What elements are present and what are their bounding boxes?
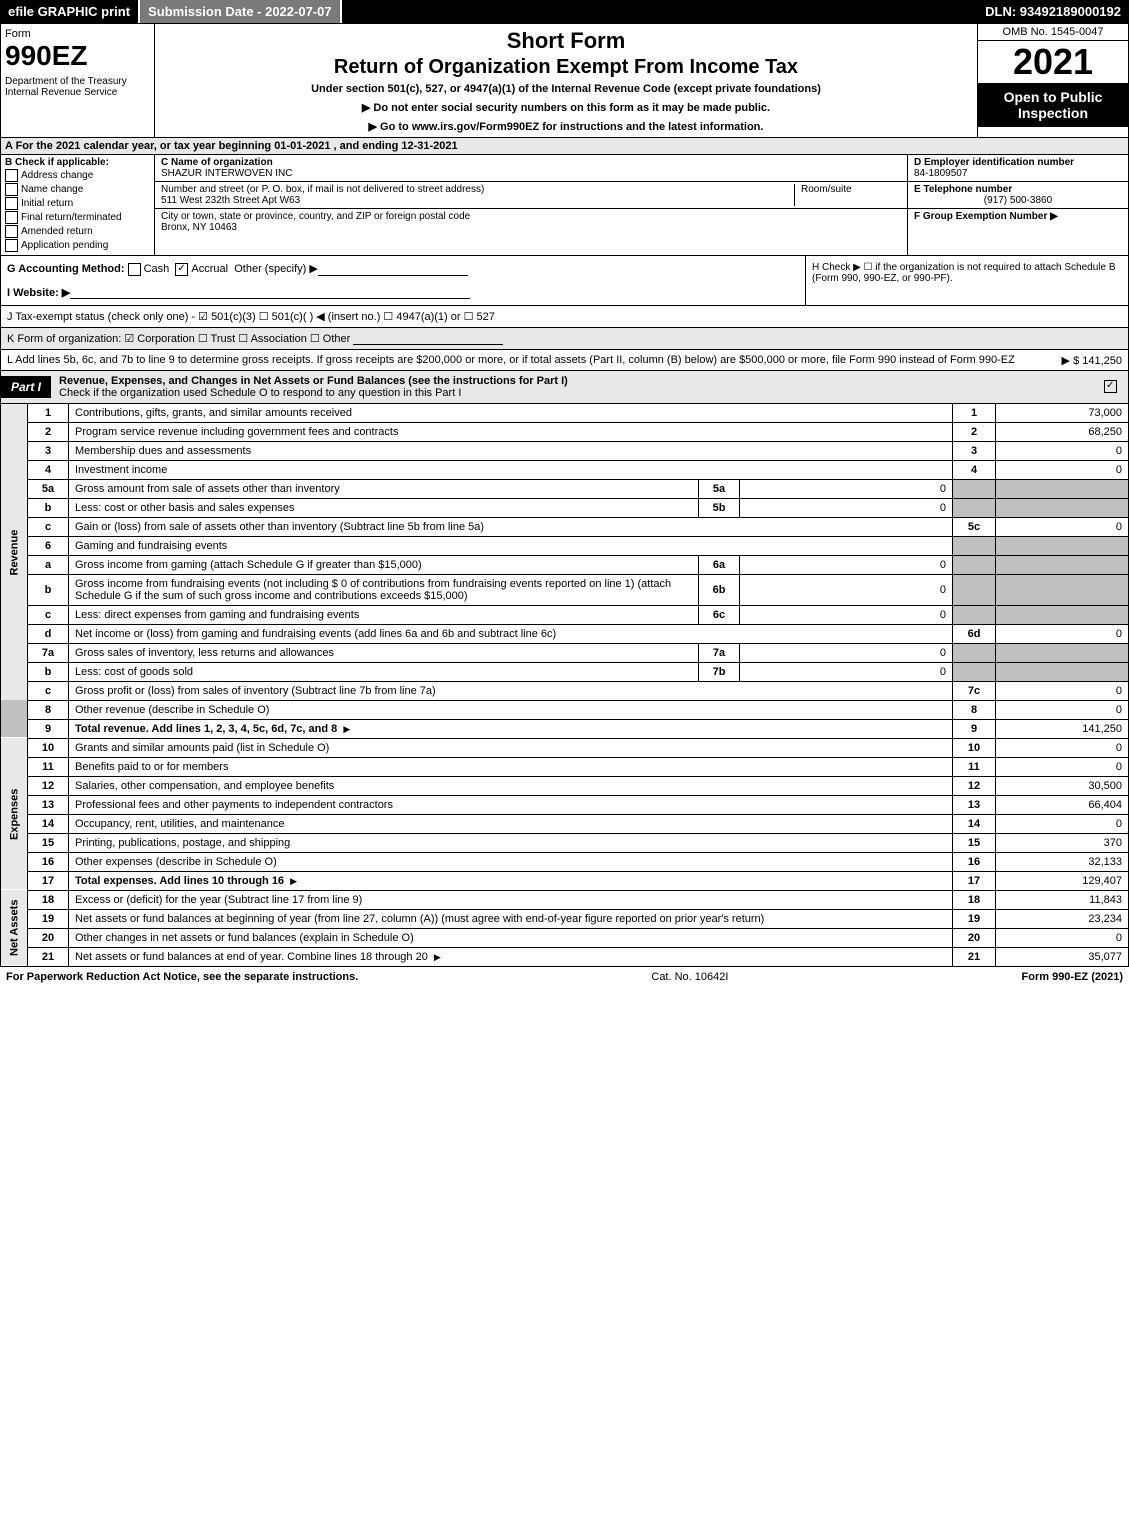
line1-amount: 73,000 [996,404,1129,423]
section-def: D Employer identification number 84-1809… [907,155,1128,255]
org-name-label: C Name of organization [161,157,901,168]
footer-cat: Cat. No. 10642I [651,971,728,983]
instruct-link[interactable]: ▶ Go to www.irs.gov/Form990EZ for instru… [159,120,973,133]
line13-amount: 66,404 [996,795,1129,814]
line16-amount: 32,133 [996,852,1129,871]
line20-amount: 0 [996,928,1129,947]
omb-number: OMB No. 1545-0047 [978,24,1128,41]
section-b-heading: B Check if applicable: [5,157,150,168]
line10-amount: 0 [996,738,1129,757]
gross-receipts: ▶ $ 141,250 [1062,354,1122,367]
chk-final-return[interactable]: Final return/terminated [5,211,150,224]
line7b-subval: 0 [740,662,953,681]
line15-amount: 370 [996,833,1129,852]
room-suite-label: Room/suite [794,184,901,206]
part1-check-text: Check if the organization used Schedule … [59,387,461,399]
instruct-ssn: ▶ Do not enter social security numbers o… [159,101,973,114]
ein-label: D Employer identification number [914,157,1122,168]
line7a-subval: 0 [740,643,953,662]
ein: 84-1809507 [914,168,1122,179]
line3-amount: 0 [996,441,1129,460]
top-bar: efile GRAPHIC print Submission Date - 20… [0,0,1129,23]
header-left: Form 990EZ Department of the Treasury In… [1,24,155,137]
line9-amount: 141,250 [996,719,1129,738]
section-b: B Check if applicable: Address change Na… [1,155,155,255]
section-g: G Accounting Method: Cash Accrual Other … [7,262,799,276]
line19-amount: 23,234 [996,909,1129,928]
line6d-amount: 0 [996,624,1129,643]
footer-left: For Paperwork Reduction Act Notice, see … [6,971,358,983]
city: Bronx, NY 10463 [161,222,901,233]
footer-right: Form 990-EZ (2021) [1022,971,1123,983]
street: 511 West 232th Street Apt W63 [161,195,794,206]
tax-year: 2021 [978,41,1128,83]
street-label: Number and street (or P. O. box, if mail… [161,184,794,195]
chk-initial-return[interactable]: Initial return [5,197,150,210]
dept-treasury: Department of the Treasury Internal Reve… [5,76,150,98]
group-exemption-label: F Group Exemption Number ▶ [914,211,1122,222]
revenue-sidelabel: Revenue [1,404,28,701]
chk-amended-return[interactable]: Amended return [5,225,150,238]
part1-header: Part I Revenue, Expenses, and Changes in… [0,371,1129,404]
chk-name-change[interactable]: Name change [5,183,150,196]
short-form-title: Short Form [159,28,973,54]
line5b-subval: 0 [740,498,953,517]
part1-title: Revenue, Expenses, and Changes in Net As… [59,375,568,387]
section-k: K Form of organization: ☑ Corporation ☐ … [0,328,1129,350]
line5c-amount: 0 [996,517,1129,536]
line11-amount: 0 [996,757,1129,776]
header-right: OMB No. 1545-0047 2021 Open to Public In… [977,24,1128,137]
line14-amount: 0 [996,814,1129,833]
header-mid: Short Form Return of Organization Exempt… [155,24,977,137]
expenses-sidelabel: Expenses [1,738,28,890]
form-header: Form 990EZ Department of the Treasury In… [0,23,1129,138]
row-ghi: G Accounting Method: Cash Accrual Other … [0,256,1129,306]
section-gi: G Accounting Method: Cash Accrual Other … [1,256,805,305]
section-j: J Tax-exempt status (check only one) - ☑… [0,306,1129,328]
submission-date: Submission Date - 2022-07-07 [140,0,342,23]
form-number: 990EZ [5,40,150,72]
line6a-subval: 0 [740,555,953,574]
open-public: Open to Public Inspection [978,83,1128,127]
line18-amount: 11,843 [996,890,1129,909]
form-word: Form [5,28,150,40]
part1-check[interactable] [1104,380,1128,393]
netassets-sidelabel: Net Assets [1,890,28,966]
org-name: SHAZUR INTERWOVEN INC [161,168,901,179]
line4-amount: 0 [996,460,1129,479]
part1-label: Part I [1,376,51,398]
dln: DLN: 93492189000192 [977,0,1129,23]
efile-label: efile GRAPHIC print [0,0,140,23]
return-title: Return of Organization Exempt From Incom… [159,56,973,79]
subtitle: Under section 501(c), 527, or 4947(a)(1)… [159,83,973,95]
section-c: C Name of organization SHAZUR INTERWOVEN… [155,155,907,255]
line21-amount: 35,077 [996,947,1129,966]
lines-table: Revenue 1 Contributions, gifts, grants, … [0,404,1129,967]
section-i: I Website: ▶ [7,286,799,299]
section-a: A For the 2021 calendar year, or tax yea… [0,138,1129,155]
line17-amount: 129,407 [996,871,1129,890]
line6b-subval: 0 [740,574,953,605]
section-h: H Check ▶ ☐ if the organization is not r… [805,256,1128,305]
city-label: City or town, state or province, country… [161,211,901,222]
phone-label: E Telephone number [914,184,1122,195]
line5a-subval: 0 [740,479,953,498]
line2-amount: 68,250 [996,422,1129,441]
row-bcdef: B Check if applicable: Address change Na… [0,155,1129,256]
phone: (917) 500-3860 [914,195,1122,206]
instruct-link-text[interactable]: ▶ Go to www.irs.gov/Form990EZ for instru… [369,121,764,133]
chk-address-change[interactable]: Address change [5,169,150,182]
line12-amount: 30,500 [996,776,1129,795]
section-l: L Add lines 5b, 6c, and 7b to line 9 to … [0,350,1129,371]
footer: For Paperwork Reduction Act Notice, see … [0,967,1129,987]
chk-application-pending[interactable]: Application pending [5,239,150,252]
line8-amount: 0 [996,700,1129,719]
line7c-amount: 0 [996,681,1129,700]
line6c-subval: 0 [740,605,953,624]
